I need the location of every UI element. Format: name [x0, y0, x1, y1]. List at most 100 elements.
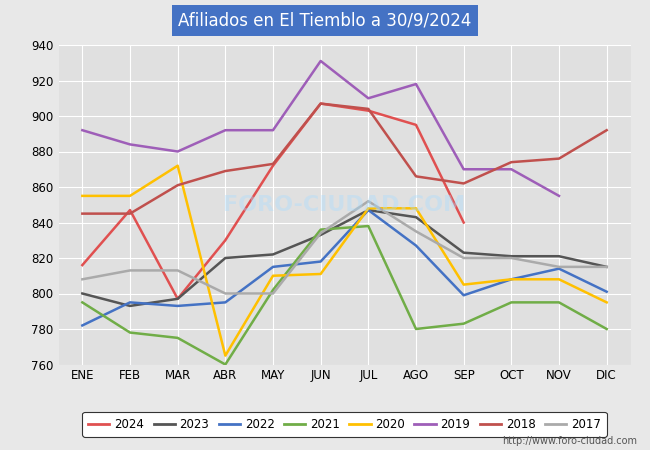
2023	[79, 291, 86, 296]
Line: 2023: 2023	[83, 210, 606, 306]
2023	[555, 253, 563, 259]
2023	[317, 232, 324, 238]
2022	[365, 207, 372, 213]
2020	[508, 277, 515, 282]
2019	[222, 127, 229, 133]
2017	[365, 198, 372, 204]
Text: http://www.foro-ciudad.com: http://www.foro-ciudad.com	[502, 436, 637, 446]
2022	[508, 277, 515, 282]
Legend: 2024, 2023, 2022, 2021, 2020, 2019, 2018, 2017: 2024, 2023, 2022, 2021, 2020, 2019, 2018…	[83, 412, 606, 437]
2019	[412, 81, 420, 87]
2021	[555, 300, 563, 305]
2020	[365, 206, 372, 211]
2024	[222, 238, 229, 243]
2024	[365, 108, 372, 113]
Line: 2022: 2022	[83, 210, 606, 325]
2017	[555, 264, 563, 270]
2020	[269, 273, 277, 279]
2019	[126, 142, 134, 147]
2022	[79, 323, 86, 328]
2021	[222, 362, 229, 367]
2017	[269, 291, 277, 296]
2020	[460, 282, 467, 288]
2019	[365, 95, 372, 101]
2023	[126, 303, 134, 309]
2019	[317, 58, 324, 64]
2021	[365, 223, 372, 229]
2021	[508, 300, 515, 305]
2021	[317, 227, 324, 232]
2020	[317, 271, 324, 277]
2023	[269, 252, 277, 257]
2022	[412, 243, 420, 248]
2024	[174, 296, 181, 302]
2024	[79, 262, 86, 268]
2021	[126, 330, 134, 335]
2023	[460, 250, 467, 255]
2024	[126, 207, 134, 213]
2022	[126, 300, 134, 305]
2019	[79, 127, 86, 133]
Text: FORO-CIUDAD.COM: FORO-CIUDAD.COM	[224, 195, 465, 215]
2023	[603, 264, 610, 270]
2023	[222, 255, 229, 261]
2020	[174, 163, 181, 168]
Line: 2018: 2018	[83, 104, 606, 214]
2018	[508, 159, 515, 165]
2018	[174, 183, 181, 188]
2019	[555, 193, 563, 198]
2020	[126, 193, 134, 198]
2024	[317, 101, 324, 106]
2019	[174, 149, 181, 154]
2017	[222, 291, 229, 296]
2020	[603, 300, 610, 305]
2018	[79, 211, 86, 216]
2022	[222, 300, 229, 305]
2019	[460, 166, 467, 172]
2022	[174, 303, 181, 309]
Line: 2019: 2019	[83, 61, 559, 196]
2018	[603, 127, 610, 133]
2023	[412, 215, 420, 220]
2017	[79, 277, 86, 282]
2020	[412, 206, 420, 211]
2021	[460, 321, 467, 326]
2022	[555, 266, 563, 271]
2017	[126, 268, 134, 273]
2023	[508, 253, 515, 259]
2021	[174, 335, 181, 341]
2017	[508, 255, 515, 261]
2017	[460, 255, 467, 261]
2022	[317, 259, 324, 264]
2023	[365, 207, 372, 213]
2018	[365, 106, 372, 112]
2022	[603, 289, 610, 294]
2022	[269, 264, 277, 270]
2017	[412, 229, 420, 234]
2019	[269, 127, 277, 133]
2021	[412, 326, 420, 332]
2018	[317, 101, 324, 106]
2018	[222, 168, 229, 174]
2018	[126, 211, 134, 216]
2022	[460, 292, 467, 298]
Text: Afiliados en El Tiemblo a 30/9/2024: Afiliados en El Tiemblo a 30/9/2024	[178, 11, 472, 29]
2017	[317, 230, 324, 236]
2018	[269, 161, 277, 166]
2018	[460, 181, 467, 186]
Line: 2017: 2017	[83, 201, 606, 293]
2024	[269, 163, 277, 168]
2024	[460, 220, 467, 225]
2018	[412, 174, 420, 179]
2018	[555, 156, 563, 161]
2021	[603, 326, 610, 332]
2017	[174, 268, 181, 273]
Line: 2024: 2024	[83, 104, 463, 299]
2021	[269, 287, 277, 292]
2020	[222, 353, 229, 358]
2021	[79, 300, 86, 305]
2023	[174, 296, 181, 302]
2019	[508, 166, 515, 172]
2020	[79, 193, 86, 198]
Line: 2020: 2020	[83, 166, 606, 356]
